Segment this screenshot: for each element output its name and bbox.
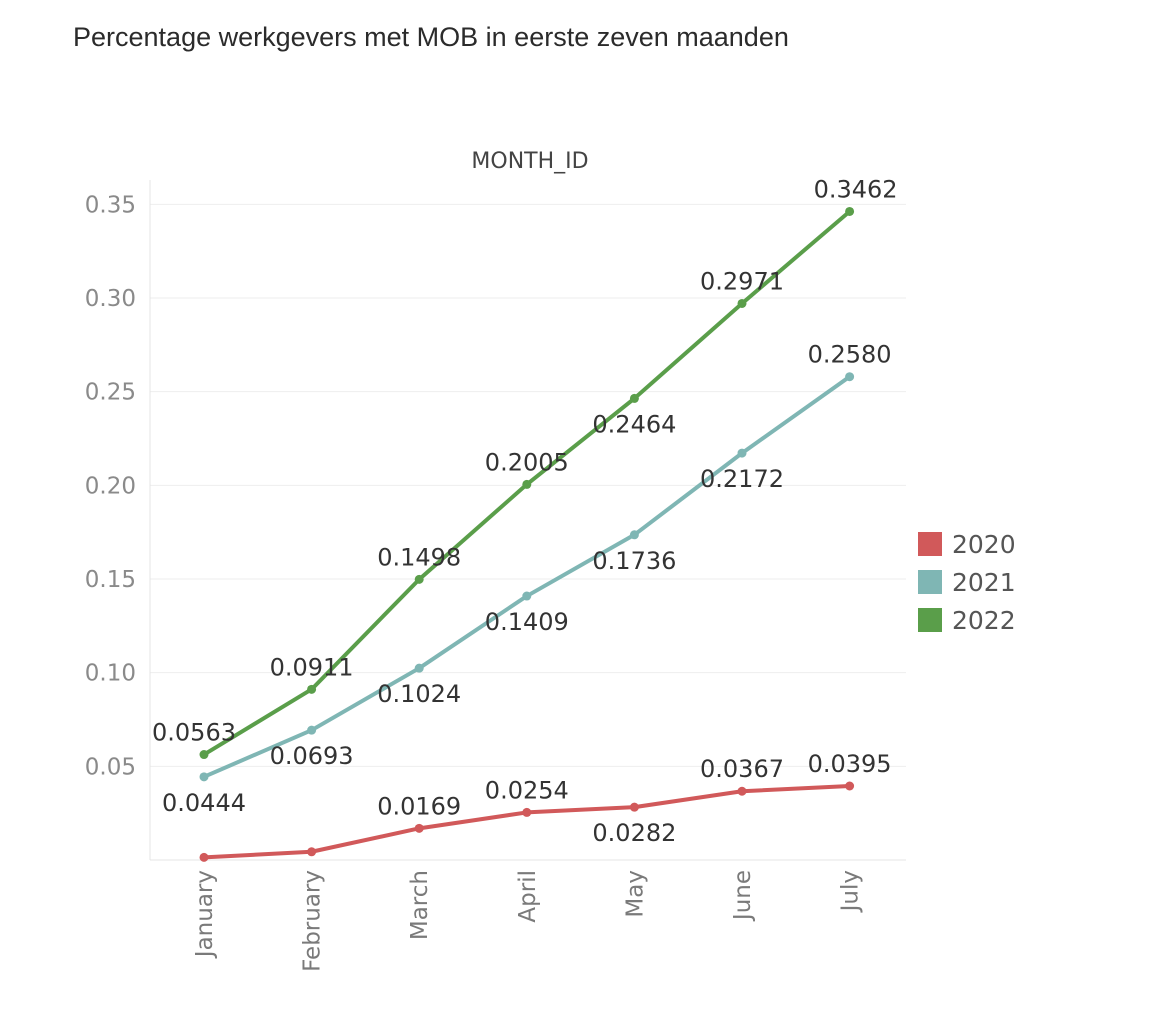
data-point-2022 — [414, 574, 424, 584]
y-tick-label: 0.15 — [85, 567, 136, 593]
data-point-2020 — [522, 807, 532, 817]
data-point-2022 — [845, 206, 855, 216]
data-label-2020: 0.0169 — [377, 792, 461, 820]
legend-swatch-2022[interactable] — [918, 608, 942, 632]
y-tick-label: 0.35 — [85, 192, 136, 218]
data-label-2020: 0.0367 — [700, 755, 784, 783]
data-label-2022: 0.2971 — [700, 267, 784, 295]
y-tick-label: 0.05 — [85, 754, 136, 780]
x-tick-label: June — [730, 870, 756, 922]
data-point-2020 — [414, 823, 424, 833]
data-point-2022 — [522, 479, 532, 489]
data-label-2021: 0.1736 — [592, 547, 676, 575]
data-label-2021: 0.0693 — [270, 742, 354, 770]
axis-header: MONTH_ID — [471, 149, 588, 174]
data-point-2022 — [629, 393, 639, 403]
data-label-2021: 0.1409 — [485, 608, 569, 636]
data-point-2021 — [199, 772, 209, 782]
data-label-2021: 0.0444 — [162, 789, 246, 817]
data-point-2020 — [737, 786, 747, 796]
data-point-2020 — [199, 852, 209, 862]
data-point-2022 — [199, 750, 209, 760]
legend-label-2021[interactable]: 2021 — [952, 568, 1016, 597]
data-point-2022 — [737, 298, 747, 308]
data-point-2021 — [845, 372, 855, 382]
x-tick-label: May — [622, 870, 648, 918]
data-label-2022: 0.1498 — [377, 543, 461, 571]
data-point-2020 — [845, 781, 855, 791]
data-point-2021 — [522, 591, 532, 601]
page-title: Percentage werkgevers met MOB in eerste … — [73, 22, 789, 52]
data-label-2022: 0.2005 — [485, 448, 569, 476]
y-tick-label: 0.20 — [85, 473, 136, 499]
legend-swatch-2021[interactable] — [918, 570, 942, 594]
data-point-2021 — [737, 448, 747, 458]
y-tick-label: 0.25 — [85, 380, 136, 406]
data-label-2022: 0.2464 — [592, 410, 676, 438]
data-label-2021: 0.2580 — [808, 341, 892, 369]
x-tick-label: April — [515, 870, 541, 923]
data-point-2022 — [307, 684, 317, 694]
data-label-2020: 0.0395 — [808, 750, 892, 778]
data-label-2021: 0.2172 — [700, 465, 784, 493]
data-label-2021: 0.1024 — [377, 680, 461, 708]
data-label-2020: 0.0254 — [485, 776, 569, 804]
x-tick-label: January — [192, 870, 218, 959]
data-point-2020 — [307, 847, 317, 857]
y-tick-label: 0.10 — [85, 661, 136, 687]
x-tick-label: July — [838, 870, 864, 913]
series-line-2021 — [202, 374, 852, 779]
legend-label-2020[interactable]: 2020 — [952, 530, 1016, 559]
data-point-2021 — [307, 725, 317, 735]
data-label-2022: 0.3462 — [814, 175, 898, 203]
data-point-2021 — [414, 663, 424, 673]
data-label-2022: 0.0563 — [152, 719, 236, 747]
data-point-2020 — [629, 802, 639, 812]
legend-swatch-2020[interactable] — [918, 532, 942, 556]
x-tick-label: February — [300, 870, 326, 972]
data-label-2022: 0.0911 — [270, 653, 354, 681]
data-point-2021 — [629, 530, 639, 540]
legend-label-2022[interactable]: 2022 — [952, 606, 1016, 635]
x-tick-label: March — [407, 870, 433, 940]
data-label-2020: 0.0282 — [592, 819, 676, 847]
y-tick-label: 0.30 — [85, 286, 136, 312]
